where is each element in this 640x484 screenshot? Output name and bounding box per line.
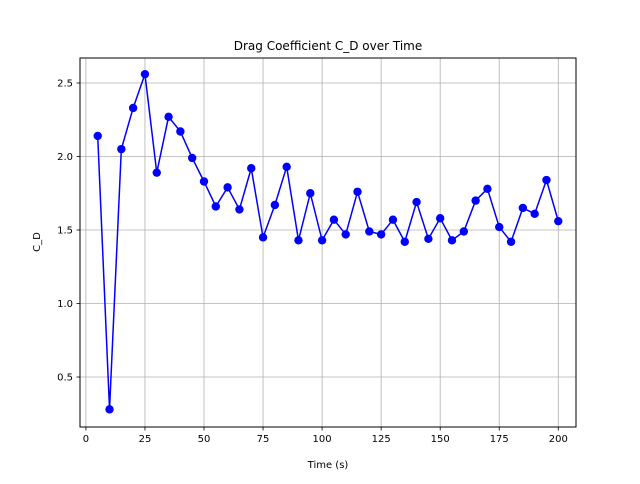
- x-tick-label: 100: [313, 434, 332, 445]
- data-point: [152, 168, 161, 177]
- data-point: [164, 112, 173, 122]
- data-point: [270, 200, 280, 210]
- data-point: [258, 233, 268, 242]
- data-point: [365, 227, 374, 236]
- x-tick-label: 50: [198, 434, 211, 445]
- x-tick-label: 150: [431, 434, 450, 445]
- data-point: [282, 162, 291, 171]
- plot-frame: [79, 57, 577, 428]
- y-tick-label: 1.5: [57, 226, 73, 237]
- data-point: [400, 237, 409, 246]
- grid-lines: [80, 58, 576, 427]
- data-point: [199, 177, 209, 186]
- data-point: [471, 196, 480, 205]
- data-point: [317, 236, 327, 245]
- data-point: [518, 203, 528, 213]
- data-point: [530, 209, 539, 219]
- x-tick-label: 0: [83, 434, 89, 445]
- data-point: [117, 144, 126, 154]
- x-tick-label: 75: [257, 434, 270, 445]
- data-point: [211, 202, 221, 211]
- data-point: [483, 184, 492, 194]
- x-tick-label: 200: [549, 434, 568, 445]
- data-point: [306, 189, 315, 198]
- data-point: [447, 236, 457, 245]
- y-tick-label: 1.0: [57, 299, 73, 310]
- data-point: [235, 205, 244, 214]
- data-point: [93, 131, 102, 141]
- data-point: [376, 230, 386, 239]
- data-markers: [93, 69, 563, 414]
- data-point: [554, 216, 563, 226]
- data-point: [412, 197, 421, 207]
- chart-title: Drag Coefficient C_D over Time: [234, 39, 422, 53]
- axis-ticks: 0 25 50 75 100 125 150 175 200 0.5 1.0 1.5 2.0 2.5: [57, 78, 568, 445]
- data-point: [506, 237, 516, 246]
- y-tick-label: 2.0: [57, 152, 73, 163]
- data-point: [542, 175, 551, 185]
- data-point: [424, 234, 433, 244]
- data-point: [388, 215, 398, 224]
- x-tick-label: 175: [490, 434, 509, 445]
- data-point: [329, 215, 339, 224]
- data-point: [140, 69, 150, 79]
- y-tick-label: 2.5: [57, 78, 73, 89]
- data-point: [435, 214, 445, 223]
- data-point: [459, 227, 469, 236]
- data-point: [176, 127, 185, 136]
- series-line: [96, 73, 560, 410]
- x-axis-label: Time (s): [307, 460, 349, 471]
- data-point: [495, 222, 504, 232]
- data-point: [128, 103, 138, 113]
- data-point: [187, 153, 197, 163]
- data-point: [247, 164, 256, 173]
- y-tick-label: 0.5: [57, 373, 73, 384]
- y-axis-label: C_D: [32, 232, 43, 252]
- data-point: [341, 230, 350, 239]
- x-tick-label: 25: [139, 434, 152, 445]
- data-point: [223, 183, 232, 192]
- data-point: [105, 405, 114, 414]
- data-point: [353, 187, 362, 196]
- data-point: [294, 236, 303, 245]
- x-tick-label: 125: [372, 434, 391, 445]
